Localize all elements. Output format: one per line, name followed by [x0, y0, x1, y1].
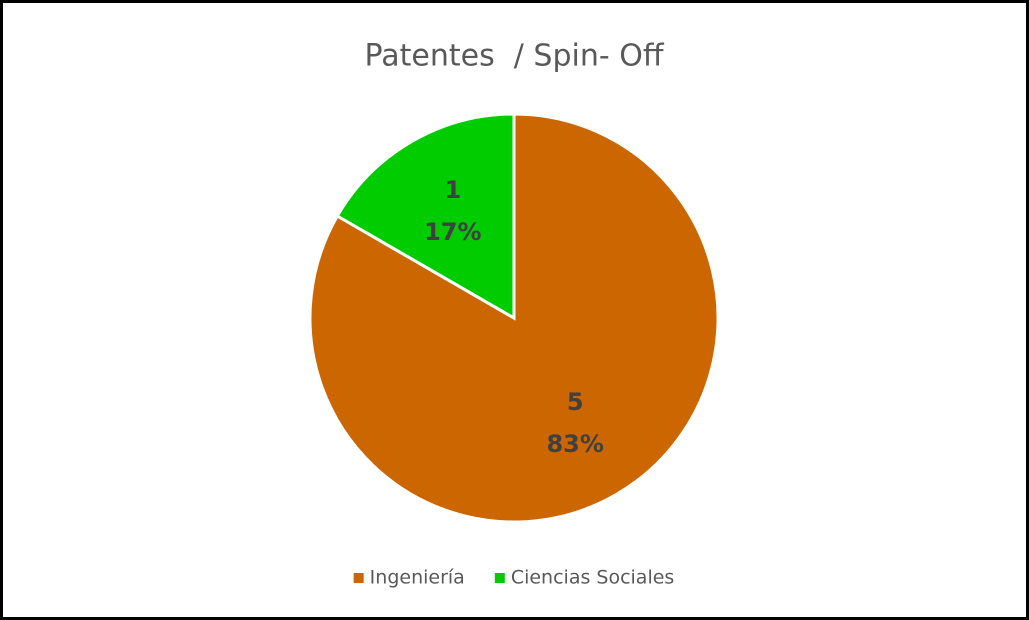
pie-slice	[335, 112, 516, 321]
data-label-percent: 83%	[546, 430, 603, 458]
chart-title: Patentes / Spin- Off	[364, 39, 664, 74]
legend-marker	[353, 573, 364, 583]
data-label-percent: 17%	[424, 218, 481, 246]
data-label: 1	[444, 176, 461, 204]
data-label: 5	[567, 388, 584, 416]
legend-marker	[494, 573, 505, 583]
legend-label: Ingeniería	[370, 567, 465, 589]
legend-label: Ciencias Sociales	[511, 567, 675, 589]
